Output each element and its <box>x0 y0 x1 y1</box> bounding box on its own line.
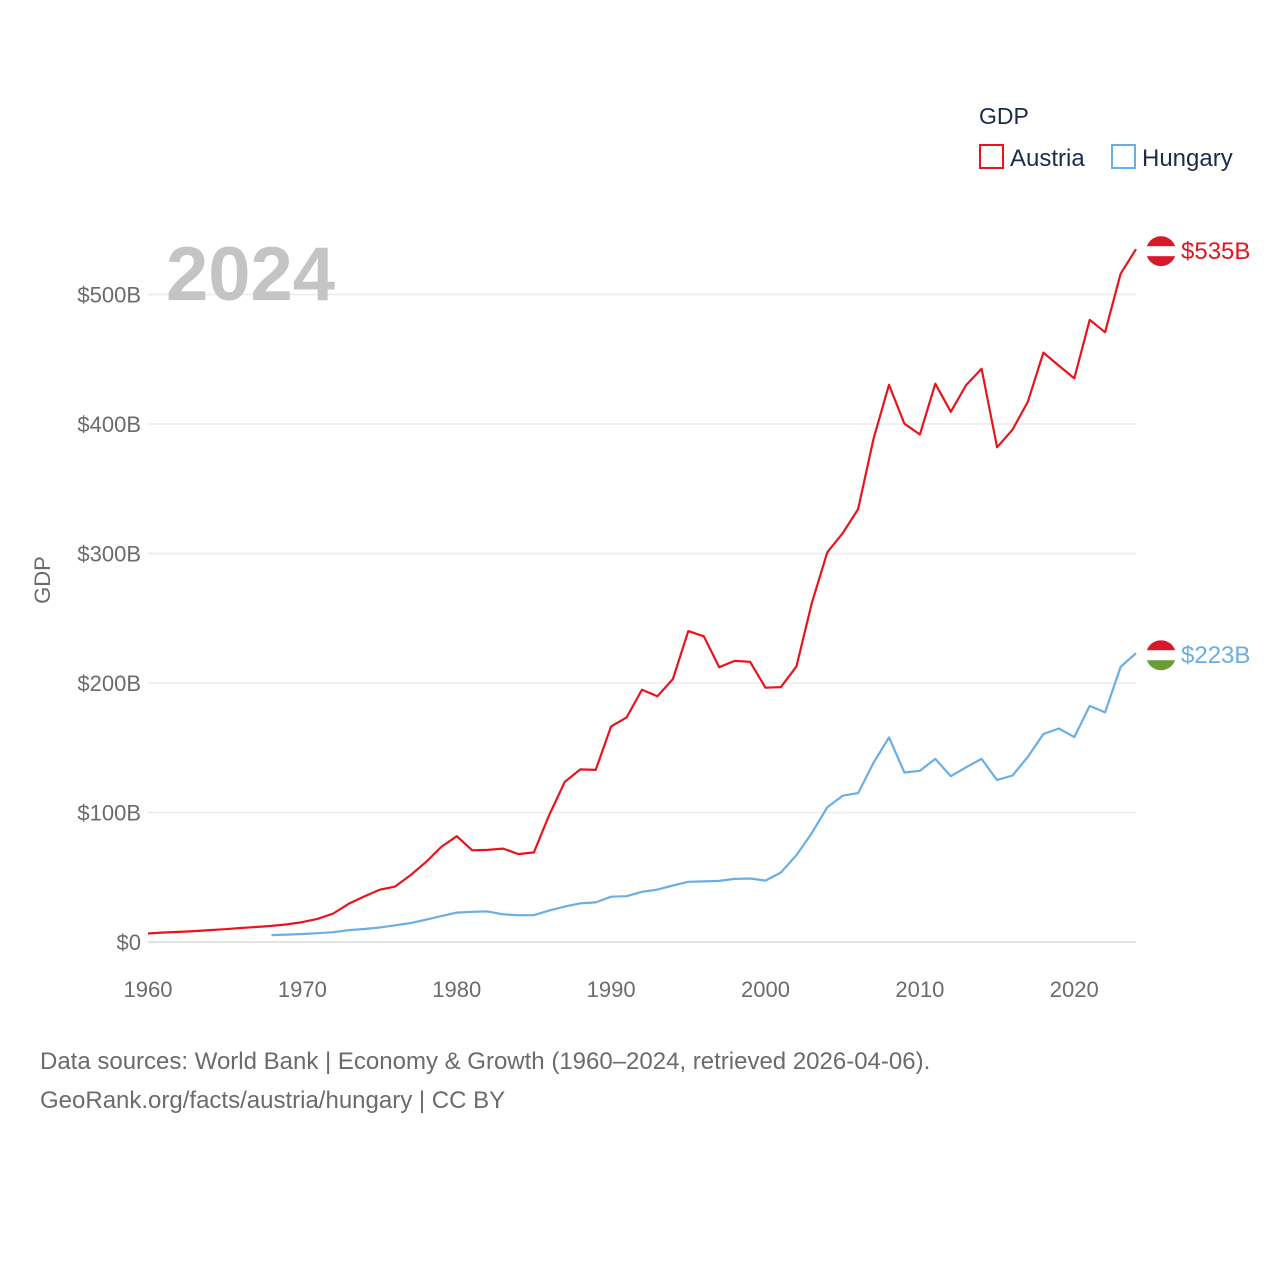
y-tick-label: $400B <box>77 412 141 437</box>
y-tick-label: $100B <box>77 801 141 826</box>
legend-label-hungary: Hungary <box>1142 145 1233 172</box>
x-tick-label: 1990 <box>587 977 636 1002</box>
x-tick-label: 2010 <box>895 977 944 1002</box>
austria-flag-icon <box>1146 236 1176 267</box>
y-tick-label: $500B <box>77 283 141 308</box>
y-tick-label: $0 <box>117 930 141 955</box>
end-value-label-hungary: $223B <box>1181 642 1250 669</box>
hungary-flag-icon <box>1146 640 1176 671</box>
legend[interactable]: GDP Austria Hungary <box>979 103 1233 172</box>
footer-attribution[interactable]: GeoRank.org/facts/austria/hungary | CC B… <box>40 1087 506 1114</box>
y-tick-label: $300B <box>77 542 141 567</box>
source-footer: Data sources: World Bank | Economy & Gro… <box>40 1042 1240 1120</box>
x-tick-label: 1970 <box>278 977 327 1002</box>
legend-label-austria: Austria <box>1010 145 1085 172</box>
legend-swatch-austria <box>979 144 1004 169</box>
legend-swatch-hungary <box>1111 144 1136 169</box>
x-axis-ticks: 1960 1970 1980 1990 2000 2010 2020 <box>124 977 1099 1002</box>
series-layer: $535B $223B <box>147 236 1250 937</box>
footer-sources: Data sources: World Bank | Economy & Gro… <box>40 1048 931 1075</box>
series-line-austria <box>147 248 1137 935</box>
legend-item-austria[interactable]: Austria <box>979 144 1085 172</box>
x-tick-label: 2020 <box>1050 977 1099 1002</box>
y-axis-ticks: $0 $100B $200B $300B $400B $500B <box>77 283 141 956</box>
series-line-hungary <box>271 652 1137 937</box>
gridlines <box>148 293 1136 943</box>
year-stamp: 2024 <box>166 232 335 317</box>
x-tick-label: 1980 <box>432 977 481 1002</box>
x-tick-label: 2000 <box>741 977 790 1002</box>
legend-item-hungary[interactable]: Hungary <box>1111 144 1233 172</box>
legend-title: GDP <box>979 103 1029 129</box>
y-tick-label: $200B <box>77 671 141 696</box>
y-axis-title: GDP <box>30 556 55 604</box>
x-tick-label: 1960 <box>124 977 173 1002</box>
end-value-label-austria: $535B <box>1181 238 1250 265</box>
